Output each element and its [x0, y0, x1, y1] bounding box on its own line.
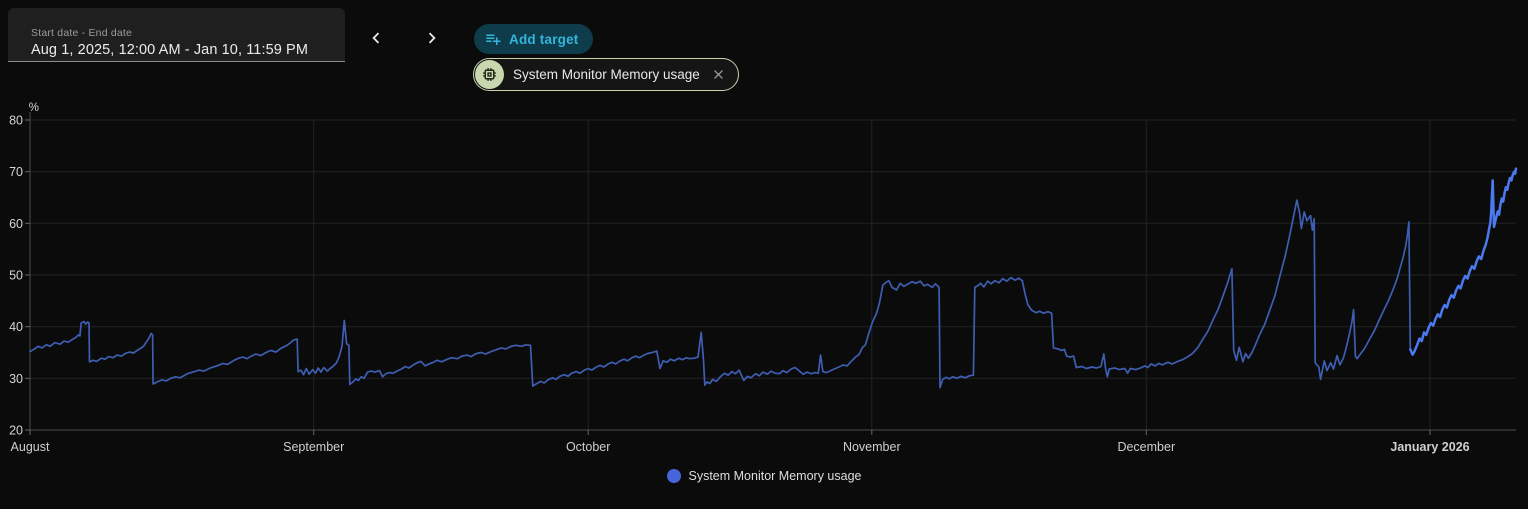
- memory-usage-line-chart[interactable]: 20 30 40 50 60 70 80% August September October Nov…: [0, 0, 1528, 462]
- chart-legend[interactable]: System Monitor Memory usage: [0, 466, 1528, 486]
- y-axis-tick-label: 80: [9, 114, 23, 128]
- y-axis-tick-label: 50: [9, 269, 23, 283]
- x-axis-tick-label: September: [283, 440, 344, 454]
- target-chip-label: System Monitor Memory usage: [513, 67, 700, 82]
- playlist-add-icon: [484, 30, 502, 48]
- prev-period-button[interactable]: [356, 18, 396, 58]
- date-range-field[interactable]: Start date - End date Aug 1, 2025, 12:00…: [8, 8, 345, 62]
- y-axis-unit-label: %: [29, 102, 39, 114]
- chevron-right-icon: [421, 27, 443, 49]
- add-target-button[interactable]: Add target: [474, 24, 593, 54]
- legend-label: System Monitor Memory usage: [688, 469, 862, 483]
- chevron-left-icon: [365, 27, 387, 49]
- chip-close-icon[interactable]: [710, 66, 728, 84]
- legend-color-dot: [666, 469, 681, 483]
- x-axis-tick-label: October: [566, 440, 610, 454]
- cpu-chip-icon: [475, 60, 504, 89]
- target-chip[interactable]: System Monitor Memory usage: [473, 58, 739, 91]
- x-axis-tick-label: November: [843, 440, 901, 454]
- x-axis-tick-label: January 2026: [1390, 440, 1469, 454]
- usage-line-series-highlight: [1409, 167, 1518, 356]
- x-axis-tick-label: December: [1117, 440, 1175, 454]
- y-axis-tick-label: 40: [9, 320, 23, 334]
- y-axis-tick-label: 20: [9, 424, 23, 438]
- add-target-label: Add target: [509, 31, 579, 47]
- usage-line-series: [29, 167, 1517, 389]
- next-period-button[interactable]: [412, 18, 452, 58]
- y-axis-tick-label: 30: [9, 372, 23, 386]
- x-axis-tick-label: August: [11, 440, 50, 454]
- date-range-label: Start date - End date: [31, 27, 133, 39]
- y-axis-tick-label: 70: [9, 165, 23, 179]
- date-range-value: Aug 1, 2025, 12:00 AM - Jan 10, 11:59 PM: [31, 42, 308, 58]
- y-axis-tick-label: 60: [9, 217, 23, 231]
